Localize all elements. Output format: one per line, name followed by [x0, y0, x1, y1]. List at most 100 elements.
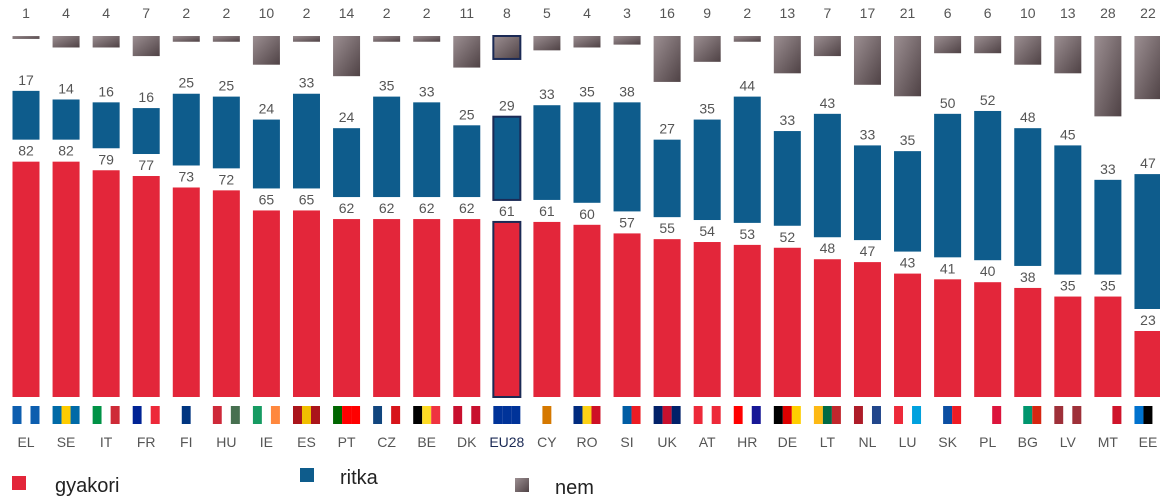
legend-label: nem [555, 477, 594, 499]
flag [894, 406, 904, 424]
legend-label: ritka [340, 467, 379, 489]
data-label: 2 [222, 5, 230, 21]
flag [943, 406, 953, 424]
flag [471, 406, 481, 424]
bar-ritka [653, 139, 681, 218]
bar-gyakori [92, 170, 120, 397]
data-label: 33 [1100, 161, 1116, 177]
bar-nem [1134, 36, 1160, 100]
data-label: 55 [659, 220, 675, 236]
data-label: 13 [1060, 5, 1076, 21]
flag [773, 406, 783, 424]
bar-ritka [894, 151, 922, 252]
flag [1152, 406, 1160, 424]
data-label: 6 [984, 5, 992, 21]
flag [533, 406, 543, 424]
bar-gyakori [292, 210, 320, 397]
bar-ritka [492, 115, 522, 201]
data-label: 65 [299, 191, 315, 207]
data-label: 57 [619, 214, 635, 230]
data-label: 43 [820, 95, 836, 111]
flag [333, 406, 343, 424]
flag [912, 406, 922, 424]
x-tick-label: BG [1018, 434, 1038, 450]
flag [1134, 406, 1144, 424]
data-label: 10 [1020, 5, 1036, 21]
x-tick-label: MT [1098, 434, 1119, 450]
bar-nem [653, 36, 681, 82]
data-label: 7 [824, 5, 832, 21]
bar-nem [934, 36, 962, 54]
bar-gyakori [974, 282, 1002, 397]
bar-nem [373, 36, 401, 42]
flag [591, 406, 601, 424]
bar-gyakori [453, 219, 481, 397]
x-tick-label: EL [17, 434, 34, 450]
data-label: 47 [1140, 155, 1156, 171]
data-label: 11 [459, 5, 474, 21]
bar-gyakori [613, 233, 641, 397]
x-tick-label: LU [899, 434, 917, 450]
flag [751, 406, 761, 424]
bar-ritka [1014, 128, 1042, 266]
data-label: 73 [178, 168, 194, 184]
data-label: 41 [940, 260, 956, 276]
bar-ritka [813, 113, 841, 238]
data-label: 9 [703, 5, 711, 21]
bar-ritka [1134, 174, 1160, 309]
flag [61, 406, 71, 424]
data-label: 33 [780, 112, 796, 128]
x-tick-label: IT [100, 434, 113, 450]
data-label: 35 [699, 101, 715, 117]
flag [21, 406, 31, 424]
bar-gyakori [333, 219, 361, 397]
flag [70, 406, 80, 424]
bar-gyakori [1134, 330, 1160, 397]
data-label: 1 [22, 5, 30, 21]
x-tick-label: SK [938, 434, 957, 450]
data-label: 62 [459, 200, 475, 216]
data-label: 62 [379, 200, 395, 216]
flag [342, 406, 352, 424]
bar-ritka [573, 102, 601, 203]
bar-gyakori [693, 242, 721, 397]
x-tick-label: SE [57, 434, 76, 450]
bar-ritka [773, 131, 801, 226]
flag [453, 406, 463, 424]
bar-nem [12, 36, 40, 39]
bar-gyakori [653, 239, 681, 397]
flag [30, 406, 40, 424]
data-label: 82 [58, 143, 74, 159]
bar-nem [813, 36, 841, 57]
data-label: 77 [138, 157, 154, 173]
bar-ritka [533, 105, 561, 200]
x-tick-label: SI [620, 434, 633, 450]
bar-nem [172, 36, 200, 42]
data-label: 50 [940, 95, 956, 111]
flag [292, 406, 302, 424]
flag [813, 406, 823, 424]
data-label: 17 [18, 72, 34, 88]
flag [493, 406, 503, 424]
data-label: 33 [419, 83, 435, 99]
flag [573, 406, 583, 424]
data-label: 16 [138, 89, 154, 105]
flag [422, 406, 432, 424]
data-label: 48 [1020, 109, 1036, 125]
bar-nem [773, 36, 801, 74]
data-label: 25 [219, 78, 235, 94]
flag [862, 406, 872, 424]
flag [934, 406, 944, 424]
data-label: 16 [659, 5, 675, 21]
flag [52, 406, 62, 424]
bar-nem [573, 36, 601, 48]
data-label: 33 [299, 75, 315, 91]
flag [1094, 406, 1104, 424]
bar-nem [292, 36, 320, 42]
bar-gyakori [853, 262, 881, 397]
data-label: 72 [219, 171, 235, 187]
bar-nem [92, 36, 120, 48]
x-tick-label: EE [1139, 434, 1158, 450]
flag [12, 406, 22, 424]
data-label: 53 [739, 226, 755, 242]
